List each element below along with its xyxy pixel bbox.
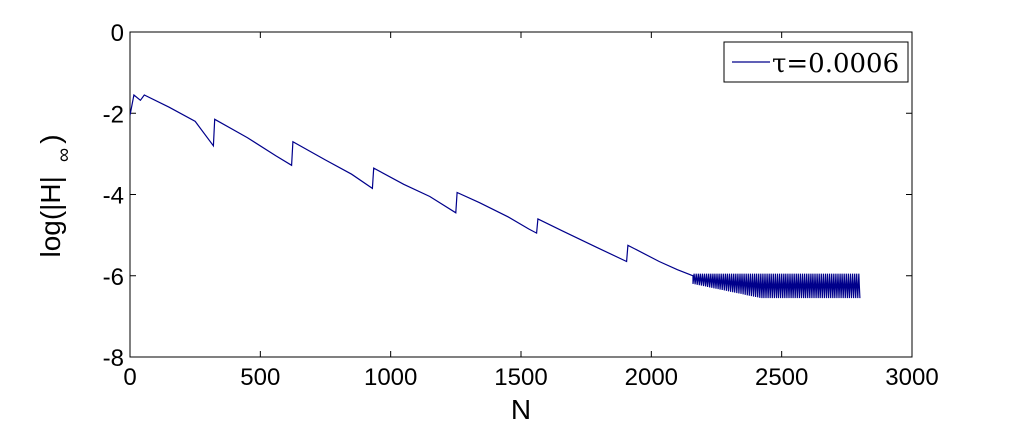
- x-tick-label: 500: [240, 364, 280, 391]
- series-line: [130, 93, 861, 299]
- y-axis-label-close: ): [35, 134, 66, 143]
- y-tick-label: -8: [103, 345, 124, 372]
- x-tick-labels: 0 500 1000 1500 2000 2500 3000: [123, 364, 938, 391]
- x-axis-label: N: [511, 394, 531, 425]
- y-axis-label: log(|H| ∞): [35, 134, 75, 257]
- y-tick-label: -4: [103, 183, 124, 210]
- x-tick-label: 3000: [885, 364, 938, 391]
- x-tick-label: 1000: [364, 364, 417, 391]
- x-tick-label: 1500: [494, 364, 547, 391]
- plot-area: [129, 31, 913, 358]
- y-tick-label: -6: [103, 264, 124, 291]
- legend: τ=0.0006: [723, 41, 909, 83]
- x-tick-label: 2500: [755, 364, 808, 391]
- legend-label: τ=0.0006: [772, 49, 899, 79]
- y-axis-label-subscript: ∞: [53, 148, 75, 162]
- svg-text:log(|H|∞): log(|H| ∞): [35, 134, 75, 257]
- y-axis-label-main: log(|H|: [35, 176, 66, 257]
- y-tick-labels: 0 -2 -4 -6 -8: [103, 20, 124, 372]
- y-tick-label: -2: [103, 101, 124, 128]
- x-tick-label: 0: [123, 364, 136, 391]
- y-tick-label: 0: [111, 20, 124, 47]
- x-tick-label: 2000: [625, 364, 678, 391]
- axis-ticks: [129, 31, 913, 358]
